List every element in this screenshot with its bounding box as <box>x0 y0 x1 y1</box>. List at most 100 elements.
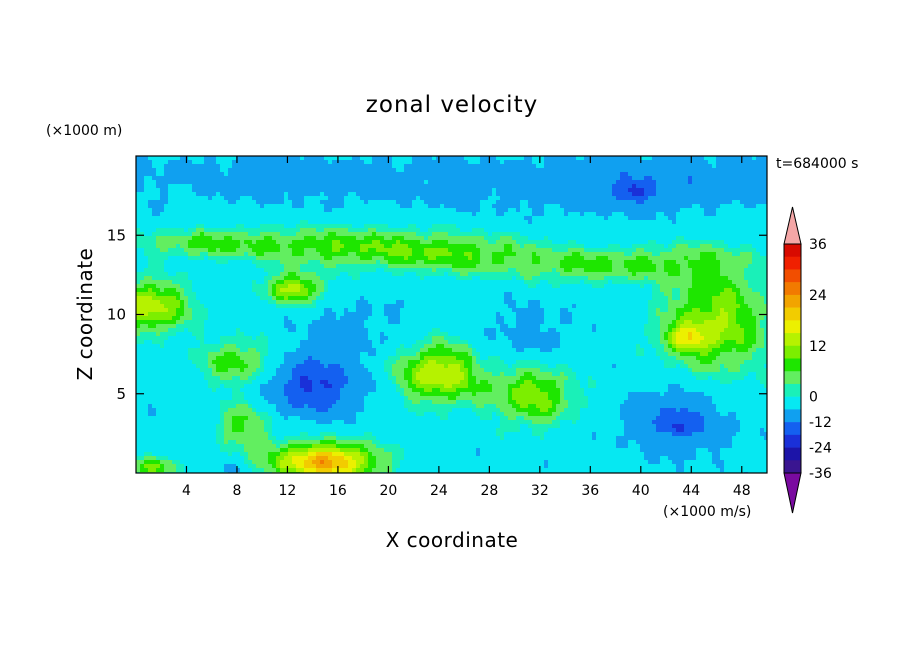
field-cell <box>204 212 209 217</box>
field-cell <box>192 180 197 185</box>
field-cell <box>480 156 485 161</box>
field-cell <box>288 268 293 273</box>
field-cell <box>512 216 517 221</box>
field-cell <box>644 192 649 197</box>
field-cell <box>544 164 549 169</box>
field-cell <box>388 184 393 189</box>
field-cell <box>436 204 441 209</box>
field-cell <box>432 168 437 173</box>
field-cell <box>196 232 201 237</box>
field-cell <box>596 244 601 249</box>
field-cell <box>244 164 249 169</box>
field-cell <box>492 260 497 265</box>
field-cell <box>452 176 457 181</box>
field-cell <box>240 280 245 285</box>
field-cell <box>200 240 205 245</box>
field-cell <box>168 160 173 165</box>
field-cell <box>164 176 169 181</box>
field-cell <box>712 268 717 273</box>
field-cell <box>256 280 261 285</box>
field-cell <box>676 260 681 265</box>
field-cell <box>688 204 693 209</box>
field-cell <box>244 252 249 257</box>
field-cell <box>536 200 541 205</box>
field-cell <box>756 260 761 265</box>
field-cell <box>612 276 617 281</box>
field-cell <box>436 176 441 181</box>
field-cell <box>524 180 529 185</box>
field-cell <box>740 232 745 237</box>
field-cell <box>236 232 241 237</box>
field-cell <box>436 184 441 189</box>
field-cell <box>212 248 217 253</box>
field-cell <box>356 192 361 197</box>
field-cell <box>352 276 357 281</box>
field-cell <box>548 192 553 197</box>
field-cell <box>340 216 345 221</box>
field-cell <box>184 180 189 185</box>
field-cell <box>716 216 721 221</box>
field-cell <box>356 180 361 185</box>
field-cell <box>716 180 721 185</box>
field-cell <box>764 268 767 273</box>
field-cell <box>344 260 349 265</box>
field-cell <box>740 208 745 213</box>
field-cell <box>268 176 273 181</box>
field-cell <box>280 192 285 197</box>
field-cell <box>532 256 537 261</box>
field-cell <box>436 180 441 185</box>
field-cell <box>576 208 581 213</box>
field-cell <box>428 164 433 169</box>
field-cell <box>508 168 513 173</box>
field-cell <box>656 248 661 253</box>
field-cell <box>360 188 365 193</box>
field-cell <box>416 264 421 269</box>
field-cell <box>252 224 257 229</box>
field-cell <box>212 232 217 237</box>
field-cell <box>616 176 621 181</box>
field-cell <box>552 276 557 281</box>
field-cell <box>492 228 497 233</box>
field-cell <box>416 212 421 217</box>
field-cell <box>268 264 273 269</box>
field-cell <box>688 244 693 249</box>
field-cell <box>460 232 465 237</box>
field-cell <box>256 260 261 265</box>
field-cell <box>320 156 325 161</box>
field-cell <box>368 180 373 185</box>
field-cell <box>264 184 269 189</box>
field-cell <box>276 212 281 217</box>
field-cell <box>384 276 389 281</box>
field-cell <box>428 260 433 265</box>
field-cell <box>508 276 513 281</box>
field-cell <box>656 196 661 201</box>
field-cell <box>208 236 213 241</box>
field-cell <box>624 204 629 209</box>
field-cell <box>292 184 297 189</box>
field-cell <box>160 264 165 269</box>
field-cell <box>316 244 321 249</box>
field-cell <box>648 268 653 273</box>
field-cell <box>536 268 541 273</box>
field-cell <box>224 216 229 221</box>
field-cell <box>612 240 617 245</box>
field-cell <box>604 264 609 269</box>
field-cell <box>184 228 189 233</box>
field-cell <box>332 164 337 169</box>
field-cell <box>712 236 717 241</box>
field-cell <box>404 204 409 209</box>
field-cell <box>600 160 605 165</box>
field-cell <box>168 232 173 237</box>
field-cell <box>532 200 537 205</box>
field-cell <box>444 196 449 201</box>
field-cell <box>240 256 245 261</box>
field-cell <box>508 228 513 233</box>
field-cell <box>272 212 277 217</box>
field-cell <box>192 196 197 201</box>
field-cell <box>604 156 609 161</box>
field-cell <box>272 172 277 177</box>
field-cell <box>328 268 333 273</box>
field-cell <box>352 264 357 269</box>
field-cell <box>428 280 433 285</box>
field-cell <box>620 216 625 221</box>
